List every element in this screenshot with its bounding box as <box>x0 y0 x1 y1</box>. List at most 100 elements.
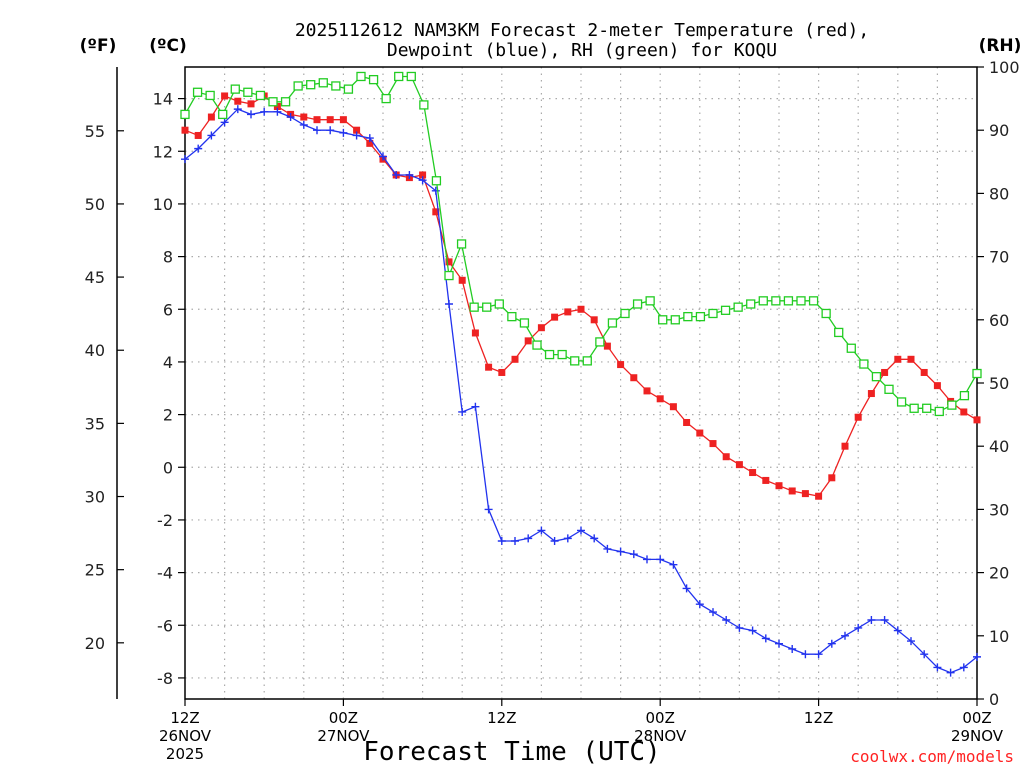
rh-point <box>972 368 982 379</box>
rh-point <box>431 176 442 186</box>
fahrenheit-tick-label: 30 <box>85 488 105 507</box>
dewpoint-point <box>273 107 282 116</box>
rh-point <box>482 302 492 312</box>
rh-point <box>620 308 630 319</box>
temperature-point <box>656 395 664 403</box>
temperature-point <box>841 442 849 450</box>
rh-point <box>406 71 416 82</box>
rh-point <box>934 406 944 417</box>
rh-point <box>494 299 504 309</box>
dewpoint-point <box>313 126 321 135</box>
rh-point <box>356 71 366 82</box>
x-tick-label: 00Z <box>646 709 675 727</box>
dewpoint-point <box>299 120 308 129</box>
rh-point <box>771 296 781 306</box>
celsius-tick-label: 10 <box>153 195 173 214</box>
rh-point <box>230 84 240 94</box>
x-tick-label: 12Z <box>170 709 199 727</box>
temperature-point <box>828 474 836 482</box>
dewpoint-point <box>550 537 559 545</box>
gridlines <box>185 67 977 699</box>
temperature-point <box>696 429 704 437</box>
rh-point <box>834 327 844 338</box>
rh-point <box>922 403 932 413</box>
fahrenheit-unit-label: (ºF) <box>80 36 117 56</box>
dewpoint-point <box>959 663 968 672</box>
temperature-point <box>973 416 981 424</box>
temperature-point <box>181 126 189 134</box>
dewpoint-point <box>867 616 876 624</box>
dewpoint-point <box>761 634 770 643</box>
x-tick-label: 27NOV <box>317 727 370 745</box>
temperature-point <box>815 492 823 500</box>
temperature-point <box>788 487 796 495</box>
temperature-point <box>313 116 321 124</box>
rh-point <box>180 109 190 120</box>
rh-point <box>394 71 404 82</box>
temperature-point <box>551 313 559 321</box>
celsius-tick-label: -4 <box>157 564 173 583</box>
temperature-point <box>207 113 215 121</box>
dewpoint-point <box>524 534 533 543</box>
dewpoint-point <box>497 537 506 545</box>
temperature-point <box>749 469 757 477</box>
rh-point <box>469 302 479 312</box>
rh-point <box>205 90 215 101</box>
temperature-point <box>498 368 506 376</box>
dewpoint-point <box>590 534 599 543</box>
celsius-unit-label: (ºC) <box>149 36 187 56</box>
dewpoint-point <box>445 300 453 308</box>
rh-point <box>218 109 228 120</box>
temperature-point <box>735 461 743 469</box>
dewpoint-point <box>511 537 519 545</box>
x-tick-label: 00Z <box>329 709 358 727</box>
dewpoint-point <box>326 126 335 135</box>
dewpoint-point <box>286 113 295 122</box>
rh-tick-label: 0 <box>989 690 999 709</box>
temperature-point <box>247 100 255 108</box>
celsius-tick-label: -6 <box>157 616 173 635</box>
x-tick-label: 12Z <box>804 709 833 727</box>
rh-tick-label: 10 <box>989 627 1009 646</box>
celsius-tick-label: 14 <box>153 90 173 109</box>
temperature-point <box>775 482 783 490</box>
rh-point <box>733 302 743 312</box>
rh-point <box>544 349 555 360</box>
rh-point <box>280 97 291 107</box>
rh-point <box>507 311 517 322</box>
temperature-point <box>867 390 875 398</box>
rh-point <box>368 74 379 85</box>
rh-series-line <box>184 75 978 413</box>
dewpoint-point <box>616 547 625 556</box>
rh-point <box>670 315 680 325</box>
rh-point <box>532 340 542 350</box>
temperature-point <box>881 368 889 376</box>
rh-point <box>456 239 467 249</box>
celsius-tick-label: 4 <box>163 353 173 372</box>
rh-point <box>758 296 768 306</box>
dewpoint-point <box>735 623 744 632</box>
x-tick-label: 29NOV <box>951 727 1004 745</box>
celsius-tick-label: 2 <box>163 406 173 425</box>
rh-point <box>331 81 341 91</box>
rh-tick-label: 30 <box>989 500 1009 519</box>
temperature-point <box>353 126 361 134</box>
temperature-point <box>762 476 770 484</box>
dewpoint-point <box>893 626 902 635</box>
dewpoint-point <box>788 644 797 653</box>
dewpoint-point <box>233 105 242 114</box>
rh-point <box>419 100 429 110</box>
dewpoint-point <box>220 118 229 127</box>
temperature-point <box>511 355 519 363</box>
rh-tick-label: 50 <box>989 374 1009 393</box>
rh-point <box>255 90 266 101</box>
dewpoint-point <box>695 600 704 609</box>
rh-point <box>683 311 693 322</box>
dewpoint-point <box>748 626 757 635</box>
plot-frame <box>184 66 978 700</box>
temperature-point <box>339 116 347 124</box>
chart-title-line1: 2025112612 NAM3KM Forecast 2-meter Tempe… <box>295 20 869 41</box>
dewpoint-point <box>563 534 572 543</box>
temperature-point <box>709 440 717 448</box>
x-tick-label: 28NOV <box>634 727 687 745</box>
